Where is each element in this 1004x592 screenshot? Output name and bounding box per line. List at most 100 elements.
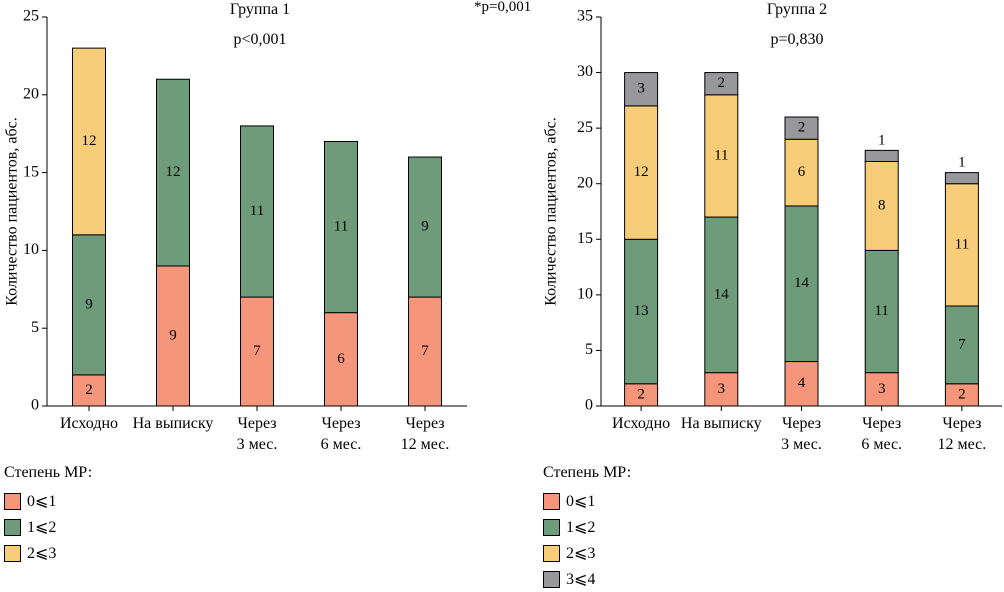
bar-value-label: 2 (637, 386, 645, 402)
bar-segment (784, 205, 819, 363)
bar-value-label: 9 (85, 296, 93, 312)
x-tick-label: Через (782, 415, 821, 432)
bar-segment (408, 156, 442, 298)
x-tick-label: Через (321, 415, 360, 432)
bar-segment (156, 78, 190, 267)
y-tick-label: 20 (23, 85, 39, 102)
legend-title: Степень МР: (4, 464, 93, 481)
legend-swatch (543, 518, 560, 536)
y-tick-label: 15 (23, 163, 39, 180)
legend-label: 1⩽2 (566, 519, 596, 536)
x-tick-label: 12 мес. (401, 436, 450, 453)
bar-value-label: 8 (878, 197, 886, 213)
bar-value-label: 3 (718, 381, 726, 397)
bar-value-label: 2 (718, 75, 726, 91)
bar-segment (156, 265, 190, 407)
legend-item-1-2: 1⩽2 (4, 514, 92, 540)
legend-group-2: Степень МР: 0⩽1 1⩽2 2⩽3 3⩽4 (543, 464, 631, 592)
x-tick-label: Через (405, 415, 444, 432)
legend-swatch (543, 544, 560, 562)
y-tick-label: 25 (577, 119, 593, 136)
legend-label: 1⩽2 (27, 519, 57, 536)
legend-label: 0⩽1 (27, 493, 57, 510)
bar-segment (944, 172, 979, 185)
bar-value-label: 4 (798, 375, 806, 391)
bar-value-label: 7 (958, 336, 966, 352)
y-tick-label: 5 (31, 319, 39, 336)
legend-swatch (543, 570, 560, 588)
bar-value-label: 7 (421, 343, 429, 359)
bar-segment (864, 149, 899, 162)
y-tick-label: 20 (577, 174, 593, 191)
bar-value-label: 12 (82, 133, 97, 149)
bar-value-label: 11 (955, 236, 969, 252)
y-axis-label: Количество пациентов, абс. (543, 117, 560, 305)
bar-segment (784, 361, 819, 407)
legend-swatch (4, 492, 21, 510)
bar-segment (408, 296, 442, 407)
legend-title: Степень МР: (543, 464, 632, 481)
x-tick-label: 12 мес. (938, 436, 987, 453)
legend-label: 2⩽3 (566, 545, 596, 562)
bar-segment (704, 94, 739, 218)
bar-value-label: 6 (337, 351, 345, 367)
x-tick-label: На выписку (681, 415, 762, 432)
bar-value-label: 9 (169, 327, 177, 343)
bar-value-label: 1 (878, 132, 886, 148)
x-tick-label: На выписку (133, 415, 214, 432)
legend-group-1: Степень МР: 0⩽1 1⩽2 2⩽3 (4, 464, 92, 566)
legend-item-1-2: 1⩽2 (543, 514, 631, 540)
x-tick-label: Исходно (60, 415, 118, 432)
chart-subtitle: p<0,001 (233, 31, 286, 48)
bar-value-label: 13 (634, 303, 649, 319)
y-tick-label: 15 (577, 230, 593, 247)
bar-segment (324, 140, 358, 314)
bar-segment (624, 238, 659, 385)
legend-label: 2⩽3 (27, 545, 57, 562)
bar-value-label: 11 (334, 218, 348, 234)
bar-value-label: 14 (794, 275, 810, 291)
bar-value-label: 14 (714, 286, 730, 302)
y-tick-label: 25 (23, 8, 39, 25)
bar-value-label: 7 (253, 343, 261, 359)
x-tick-label: 3 мес. (237, 436, 278, 453)
legend-swatch (543, 492, 560, 510)
y-tick-label: 0 (31, 397, 39, 414)
y-tick-label: 0 (585, 397, 593, 414)
chart-title: Группа 2 (767, 1, 827, 18)
legend-swatch (4, 518, 21, 536)
chart-subtitle: p=0,830 (770, 31, 823, 48)
bar-segment (624, 72, 659, 107)
y-tick-label: 10 (577, 286, 593, 303)
bar-value-label: 3 (637, 81, 645, 97)
x-tick-label: 6 мес. (321, 436, 362, 453)
charts-canvas: Группа 1 p<0,001 Количество пациентов, абс… (4, 1, 1002, 453)
bar-value-label: 1 (958, 155, 966, 171)
legend-item-2-3: 2⩽3 (4, 540, 92, 566)
bar-segment (72, 234, 106, 376)
bar-segment (704, 72, 739, 96)
bar-value-label: 3 (878, 381, 886, 397)
chart-title: Группа 1 (230, 1, 290, 18)
bar-segment (240, 125, 274, 298)
legend-item-0-1: 0⩽1 (543, 488, 631, 514)
x-tick-label: Через (862, 415, 901, 432)
bar-segment (944, 305, 979, 385)
y-tick-label: 30 (577, 63, 593, 80)
bar-segment (72, 47, 106, 236)
legend-item-0-1: 0⩽1 (4, 488, 92, 514)
bar-segment (864, 372, 899, 407)
bar-segment (784, 138, 819, 207)
bar-value-label: 12 (166, 164, 181, 180)
legend-label: 0⩽1 (566, 493, 596, 510)
bar-value-label: 11 (874, 303, 888, 319)
x-tick-label: Исходно (612, 415, 670, 432)
legend-item-3-4: 3⩽4 (543, 566, 631, 592)
legend-item-2-3: 2⩽3 (543, 540, 631, 566)
y-tick-label: 5 (585, 341, 593, 358)
legend-label: 3⩽4 (566, 571, 596, 588)
x-tick-label: Через (942, 415, 981, 432)
bar-segment (784, 116, 819, 140)
bar-value-label: 11 (714, 147, 728, 163)
bar-value-label: 6 (798, 164, 806, 180)
